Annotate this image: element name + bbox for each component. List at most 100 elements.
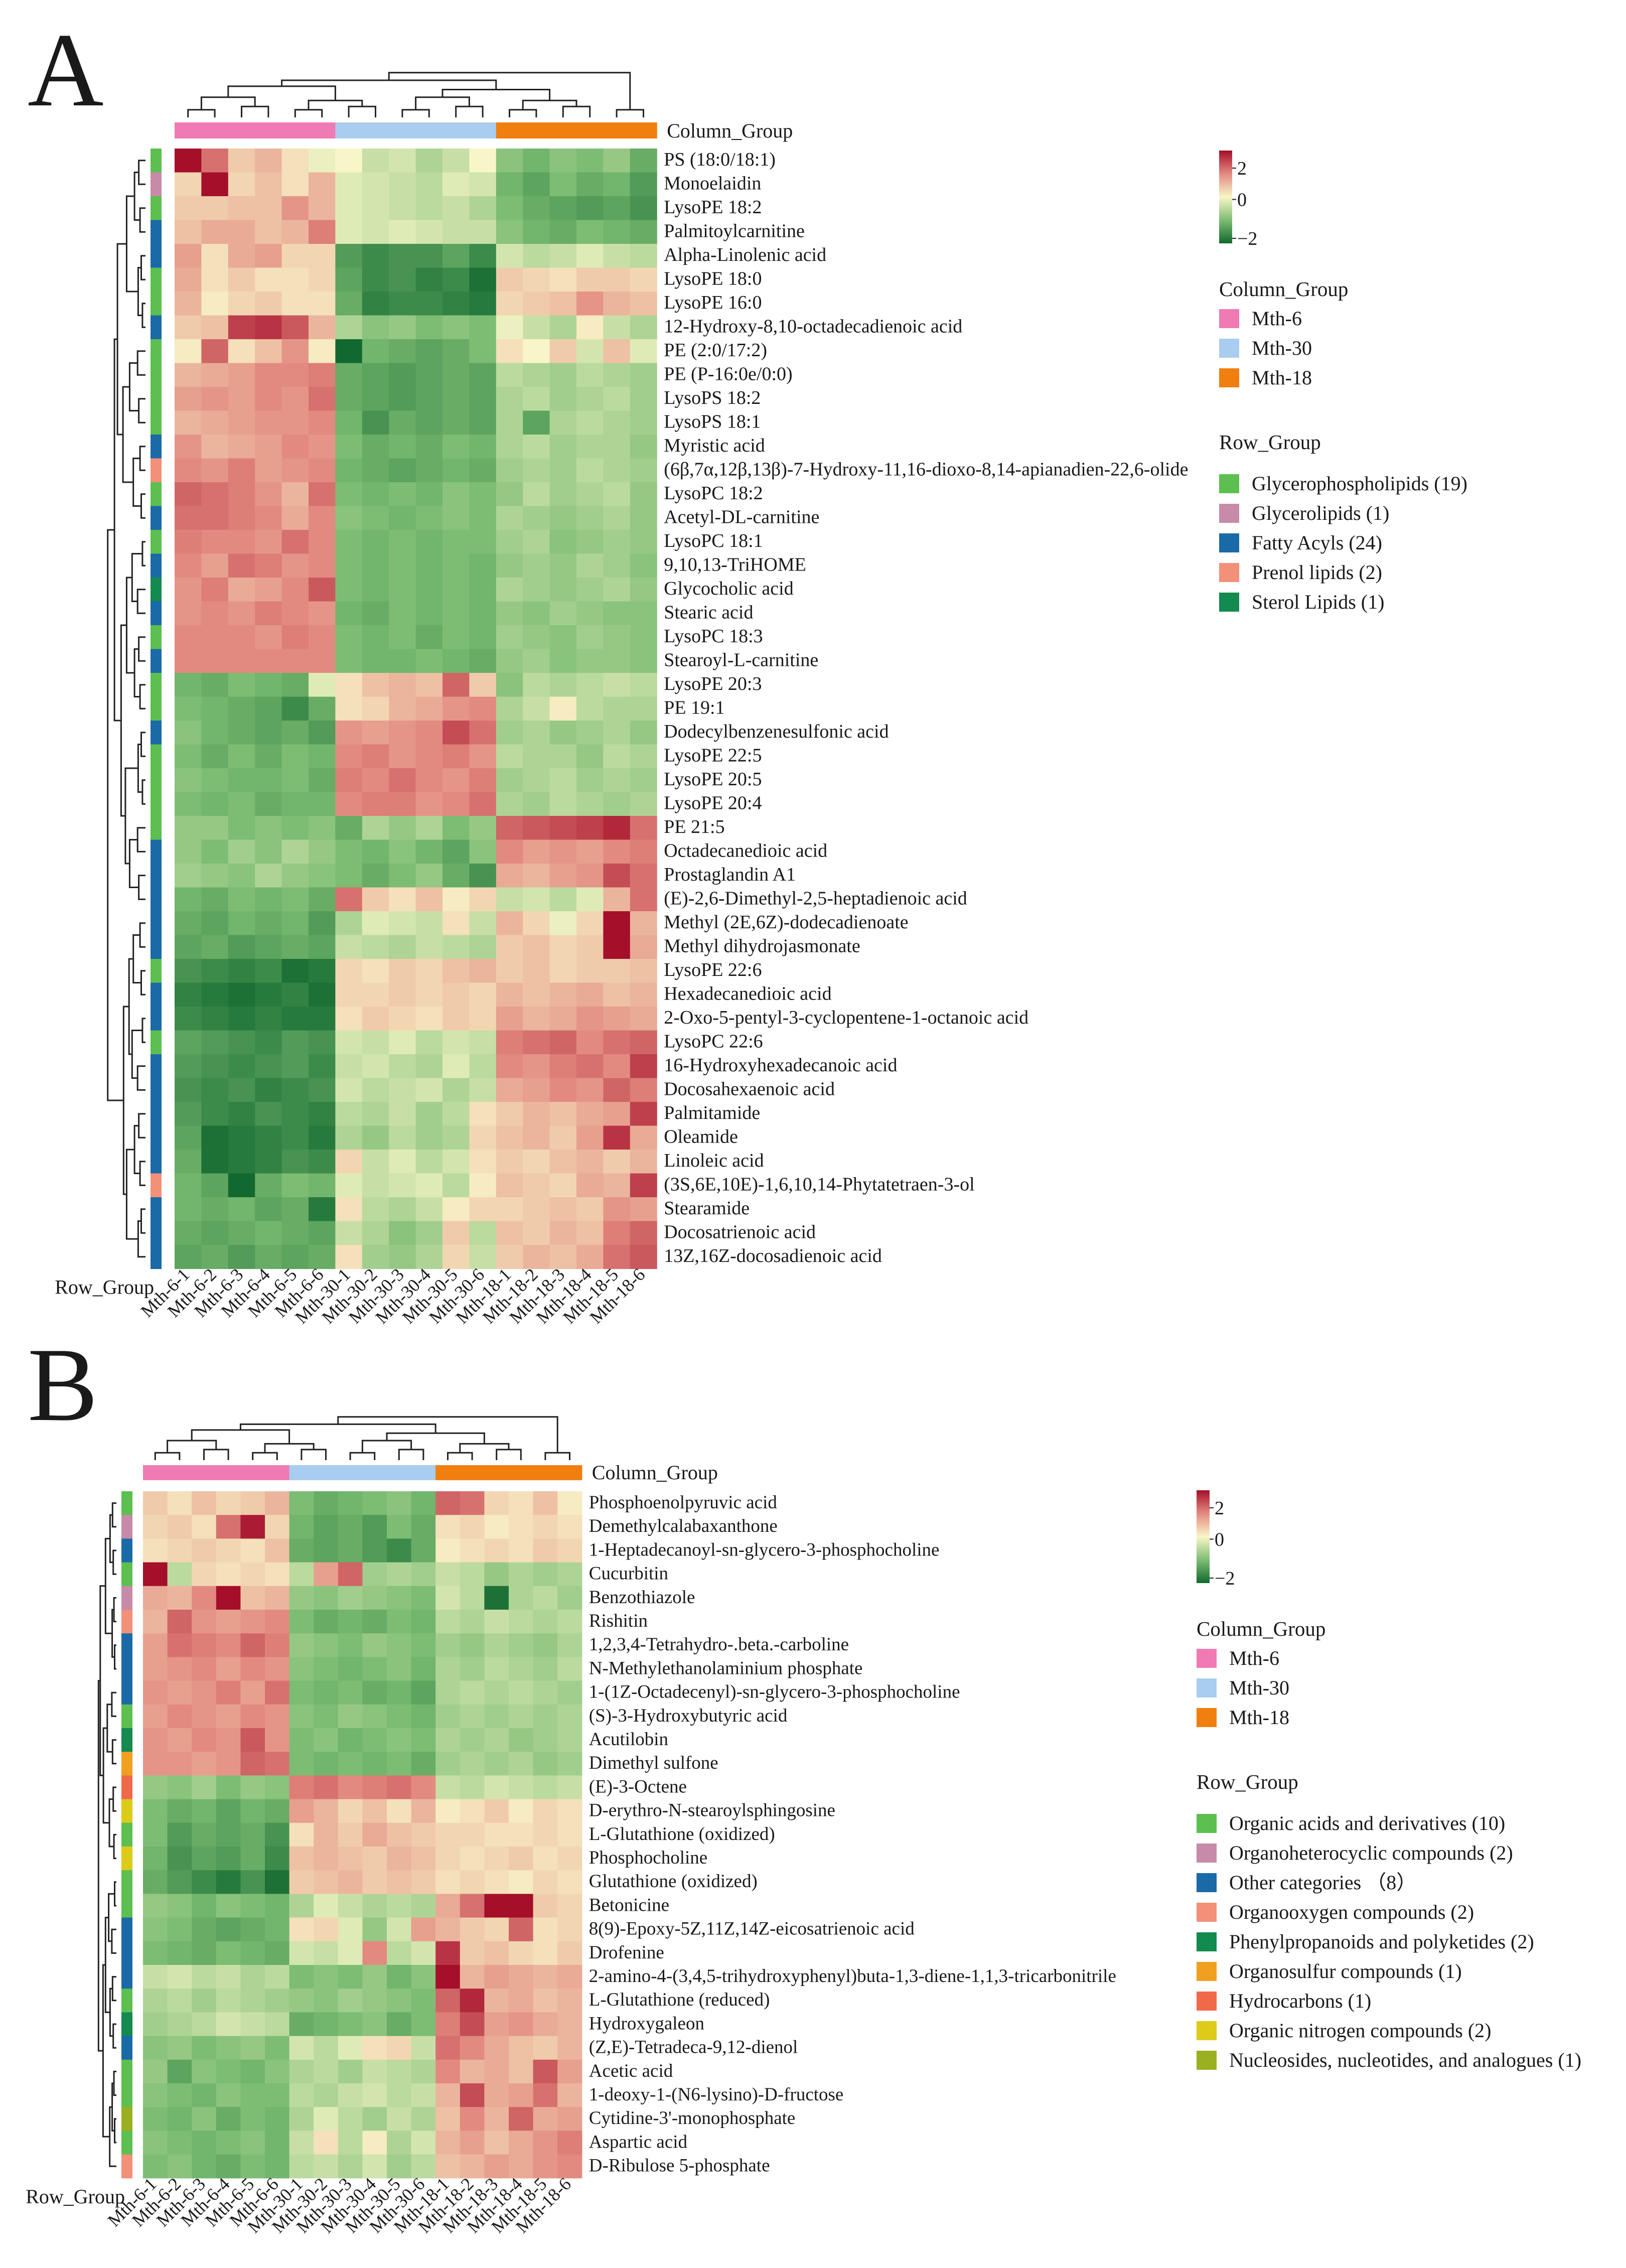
heatmap-cell: [549, 959, 577, 983]
row-label: Palmitamide: [664, 1102, 760, 1123]
heatmap-cell: [411, 1894, 436, 1918]
heatmap-cell: [309, 244, 336, 268]
row-label: LysoPE 18:2: [664, 197, 762, 218]
heatmap-cell: [603, 578, 631, 602]
heatmap-cell: [175, 244, 202, 268]
row-group-cell: [151, 578, 162, 602]
heatmap-cell: [167, 1894, 192, 1918]
heatmap-cell: [549, 578, 577, 602]
heatmap-cell: [309, 673, 336, 697]
row-group-cell: [151, 1150, 162, 1174]
heatmap-cell: [603, 649, 631, 673]
column-group-cell: [289, 1465, 314, 1480]
heatmap-cell: [603, 935, 631, 959]
heatmap-cell: [201, 816, 229, 840]
heatmap-cell: [240, 2012, 265, 2037]
heatmap-cell: [389, 482, 416, 507]
heatmap-cell: [335, 673, 363, 697]
column-group-cell: [240, 1465, 265, 1480]
heatmap-cell: [255, 1197, 282, 1222]
legend-swatch: [1219, 504, 1239, 523]
heatmap-cell: [255, 363, 282, 387]
heatmap-cell: [442, 172, 470, 197]
heatmap-cell: [557, 1562, 582, 1587]
heatmap-cell: [192, 2083, 217, 2107]
row-group-cell: [151, 267, 162, 292]
heatmap-cell: [255, 149, 282, 173]
heatmap-cell: [265, 1941, 290, 1965]
heatmap-cell: [338, 1515, 363, 1539]
legend-item-label: Mth-18: [1229, 1706, 1289, 1729]
heatmap-cell: [335, 1173, 363, 1198]
row-label: LysoPE 16:0: [664, 292, 762, 313]
heatmap-cell: [143, 1870, 168, 1894]
heatmap-cell: [362, 1894, 387, 1918]
row-group-cell: [151, 673, 162, 697]
heatmap-cell: [415, 553, 443, 578]
row-group-cell: [151, 506, 162, 530]
heatmap-cell: [387, 1941, 412, 1965]
heatmap-cell: [167, 1775, 192, 1800]
row-label: 12-Hydroxy-8,10-octadecadienoic acid: [664, 316, 962, 337]
heatmap-cell: [289, 1538, 314, 1563]
heatmap-cell: [201, 1078, 229, 1102]
column-group-cell: [216, 1465, 241, 1480]
heatmap-cell: [228, 744, 255, 769]
heatmap-cell: [389, 601, 416, 626]
heatmap-cell: [496, 172, 523, 197]
row-group-cell: [121, 1610, 132, 1634]
heatmap-cell: [435, 1586, 461, 1610]
heatmap-cell: [281, 339, 309, 364]
heatmap-cell: [415, 530, 443, 554]
heatmap-cell: [576, 196, 604, 221]
heatmap-cell: [309, 482, 336, 507]
heatmap-cell: [240, 1657, 265, 1681]
heatmap-cell: [335, 864, 363, 888]
heatmap-cell: [362, 1491, 387, 1515]
heatmap-cell: [143, 2036, 168, 2060]
heatmap-cell: [603, 315, 631, 340]
row-group-bar: [121, 1491, 132, 2179]
color-scale-bar: [1197, 1490, 1210, 1583]
column-dendrogram: [154, 1416, 570, 1460]
column-group-cell: [630, 122, 657, 138]
heatmap-cell: [603, 721, 631, 745]
heatmap-cell: [484, 1941, 509, 1965]
heatmap-cell: [603, 1102, 631, 1126]
row-label: LysoPS 18:1: [664, 411, 761, 433]
heatmap-cell: [533, 1562, 558, 1587]
heatmap-cell: [469, 721, 497, 745]
heatmap-cell: [362, 2154, 387, 2179]
legend-item-label: Organic acids and derivatives (10): [1229, 1812, 1505, 1834]
heatmap-cell: [216, 1562, 241, 1587]
heatmap-cell: [460, 1941, 485, 1965]
heatmap-cell: [469, 1173, 497, 1198]
heatmap-cell: [469, 864, 497, 888]
heatmap-cell: [255, 578, 282, 602]
heatmap-cell: [143, 1775, 168, 1800]
heatmap-cell: [496, 982, 523, 1007]
heatmap-cell: [415, 1054, 443, 1079]
heatmap-cell: [335, 721, 363, 745]
heatmap-cell: [175, 959, 202, 983]
heatmap-cell: [167, 1610, 192, 1634]
heatmap-cell: [411, 1847, 436, 1871]
heatmap-cell: [240, 2059, 265, 2084]
heatmap-cell: [265, 1633, 290, 1657]
heatmap-cell: [167, 1633, 192, 1657]
heatmap-cell: [523, 315, 550, 340]
heatmap-cell: [496, 458, 523, 483]
row-label: PE (2:0/17:2): [664, 340, 767, 361]
legend-item-label: Organooxygen compounds (2): [1229, 1901, 1474, 1923]
heatmap-cell: [338, 1775, 363, 1800]
heatmap-cell: [484, 2083, 509, 2107]
heatmap-cell: [435, 1775, 461, 1800]
heatmap-cell: [509, 1633, 534, 1657]
heatmap-cell: [265, 1822, 290, 1847]
heatmap-cell: [143, 1680, 168, 1705]
heatmap-cell: [557, 1728, 582, 1752]
heatmap-cell: [549, 1245, 577, 1269]
heatmap-cell: [469, 553, 497, 578]
heatmap-cell: [435, 1989, 461, 2013]
heatmap-cell: [335, 887, 363, 912]
